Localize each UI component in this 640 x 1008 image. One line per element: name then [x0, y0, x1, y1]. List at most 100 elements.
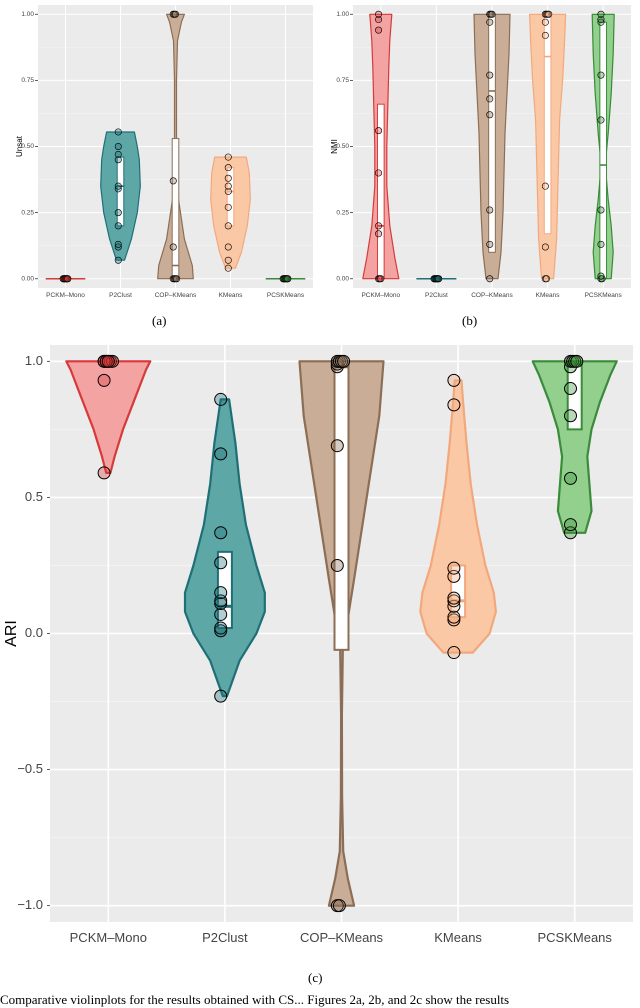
data-point: [375, 230, 383, 238]
data-point: [447, 646, 461, 660]
y-tick-label: 0.5: [25, 489, 43, 504]
chart-b: 0.00 0.25 0.50 0.75 1.00 NMI PCKM–Mono P2Clust C…: [330, 5, 631, 299]
data-point: [214, 621, 228, 635]
data-point: [173, 275, 181, 283]
data-point: [375, 169, 383, 177]
data-point: [114, 240, 122, 248]
violin-shape: [183, 398, 266, 698]
data-point: [447, 398, 461, 412]
series-cop-kmeans: [473, 10, 511, 283]
data-point: [224, 153, 232, 161]
data-point: [541, 182, 549, 190]
panel-label-a: (a): [152, 313, 167, 328]
data-point: [114, 222, 122, 230]
series-pckm-mono: [362, 10, 400, 283]
data-point: [224, 243, 232, 251]
x-tick-label: PCKM–Mono: [70, 930, 147, 945]
data-point: [330, 439, 344, 453]
data-point: [224, 187, 232, 195]
data-point: [564, 382, 577, 396]
box: [226, 167, 235, 227]
y-tick-label: 1.0: [25, 353, 43, 368]
series-pcskmeans: [591, 10, 615, 283]
box: [566, 360, 583, 431]
data-point: [597, 16, 605, 24]
x-tick-label: P2Clust: [109, 292, 132, 299]
figure-caption: Comparative violinplots for the results …: [0, 992, 510, 1007]
series-pckm-mono: [45, 275, 86, 283]
data-point: [330, 558, 344, 572]
data-point: [332, 899, 346, 913]
panel-label-b: (b): [462, 313, 478, 328]
data-point: [542, 275, 550, 283]
series-p2clust: [183, 392, 266, 703]
chart-c: −1.0 −0.5 0.0 0.5 1.0 ARI PCKM–Mono P2Clust COP–…: [3, 345, 633, 945]
y-axis-label: Unsat: [15, 135, 24, 157]
data-point: [224, 222, 232, 230]
violin-shape: [65, 360, 152, 474]
data-point: [214, 607, 228, 621]
series-kmeans: [529, 10, 567, 283]
data-point: [114, 128, 122, 136]
data-point: [214, 689, 228, 703]
data-point: [214, 526, 228, 540]
y-tick-label: −1.0: [17, 897, 43, 912]
y-tick-label: −0.5: [17, 761, 43, 776]
x-tick-label: COP–KMeans: [300, 930, 384, 945]
x-tick-label: KMeans: [219, 292, 244, 299]
data-point: [377, 275, 385, 283]
x-tick-label: COP–KMeans: [471, 292, 513, 299]
x-tick-label: KMeans: [434, 930, 482, 945]
series-kmeans: [210, 153, 251, 272]
data-point: [375, 222, 383, 230]
data-point: [447, 561, 461, 575]
x-tick-label: P2Clust: [425, 292, 448, 299]
x-tick-label: P2Clust: [202, 930, 248, 945]
data-point: [597, 71, 605, 79]
data-point: [169, 243, 177, 251]
data-point: [486, 18, 494, 26]
data-point: [114, 256, 122, 264]
data-point: [224, 182, 232, 190]
box: [216, 550, 233, 630]
data-point: [541, 18, 549, 26]
box: [171, 138, 180, 280]
data-point: [114, 185, 122, 193]
data-point: [224, 256, 232, 264]
data-point: [114, 243, 122, 251]
data-point: [486, 71, 494, 79]
data-point: [486, 95, 494, 103]
x-tick-label: PCSKMeans: [537, 930, 612, 945]
x-tick-label: PCSKMeans: [267, 292, 305, 299]
data-point: [97, 466, 111, 480]
series-cop-kmeans: [157, 10, 194, 283]
series-pckm-mono: [65, 354, 152, 480]
series-p2clust: [100, 128, 141, 264]
y-axis-label: NMI: [330, 139, 339, 154]
data-point: [101, 354, 115, 368]
data-point: [564, 409, 577, 423]
series-cop-kmeans: [298, 354, 385, 913]
series-pcskmeans: [531, 354, 618, 540]
data-point: [570, 354, 584, 368]
data-point: [597, 240, 605, 248]
data-point: [486, 206, 494, 214]
data-point: [214, 586, 228, 600]
data-point: [597, 272, 605, 280]
x-tick-label: KMeans: [536, 292, 561, 299]
violin-shape: [419, 379, 497, 654]
data-point: [114, 182, 122, 190]
series-p2clust: [416, 275, 457, 283]
data-point: [375, 10, 383, 18]
data-point: [284, 275, 292, 283]
data-point: [114, 150, 122, 158]
data-point: [172, 10, 180, 18]
violin-shape: [531, 360, 618, 534]
x-tick-label: PCSKMeans: [585, 292, 623, 299]
x-tick-label: PCKM–Mono: [46, 292, 85, 299]
y-tick-label: 0.00: [336, 275, 349, 282]
data-point: [375, 26, 383, 34]
data-point: [564, 518, 577, 532]
data-point: [224, 164, 232, 172]
data-point: [486, 275, 494, 283]
